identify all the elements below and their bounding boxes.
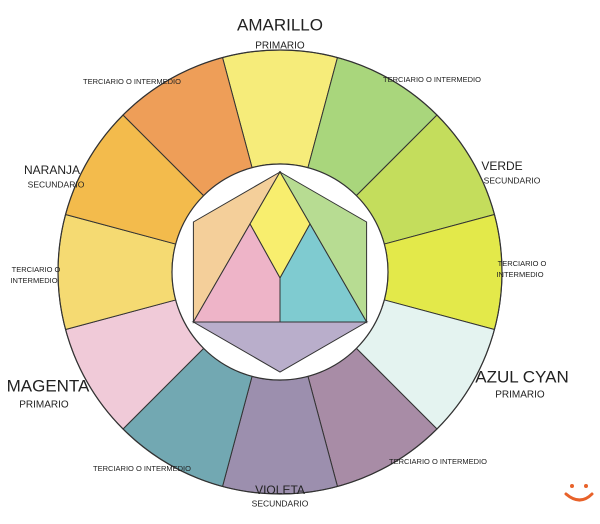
primary-role: PRIMARIO [19,400,69,411]
tertiary-label: TERCIARIO O INTERMEDIO [389,457,487,466]
secondary-role: SECUNDARIO [252,498,309,508]
primary-role: PRIMARIO [255,41,305,52]
tertiary-label: TERCIARIO O INTERMEDIO [83,77,181,86]
primary-label: MAGENTA [7,376,90,395]
secondary-label: VERDE [481,159,522,173]
tertiary-label: INTERMEDIO [10,276,57,285]
tertiary-label: TERCIARIO O [12,265,61,274]
primary-label: AMARILLO [237,15,323,34]
outer-circle [57,49,503,495]
tertiary-label: INTERMEDIO [496,270,543,279]
tertiary-label: TERCIARIO O INTERMEDIO [93,464,191,473]
secondary-label: VIOLETA [255,483,305,497]
logo [564,484,594,502]
secondary-role: SECUNDARIO [28,179,85,189]
wheel-segments [57,49,503,495]
secondary-label: NARANJA [24,163,80,177]
secondary-role: SECUNDARIO [484,175,541,185]
tri-cyan [279,222,368,323]
inner-hexagon [191,170,369,373]
tertiary-label: TERCIARIO O [498,259,547,268]
tertiary-label: TERCIARIO O INTERMEDIO [383,75,481,84]
primary-label: AZUL CYAN [475,367,569,386]
primary-role: PRIMARIO [495,390,545,401]
